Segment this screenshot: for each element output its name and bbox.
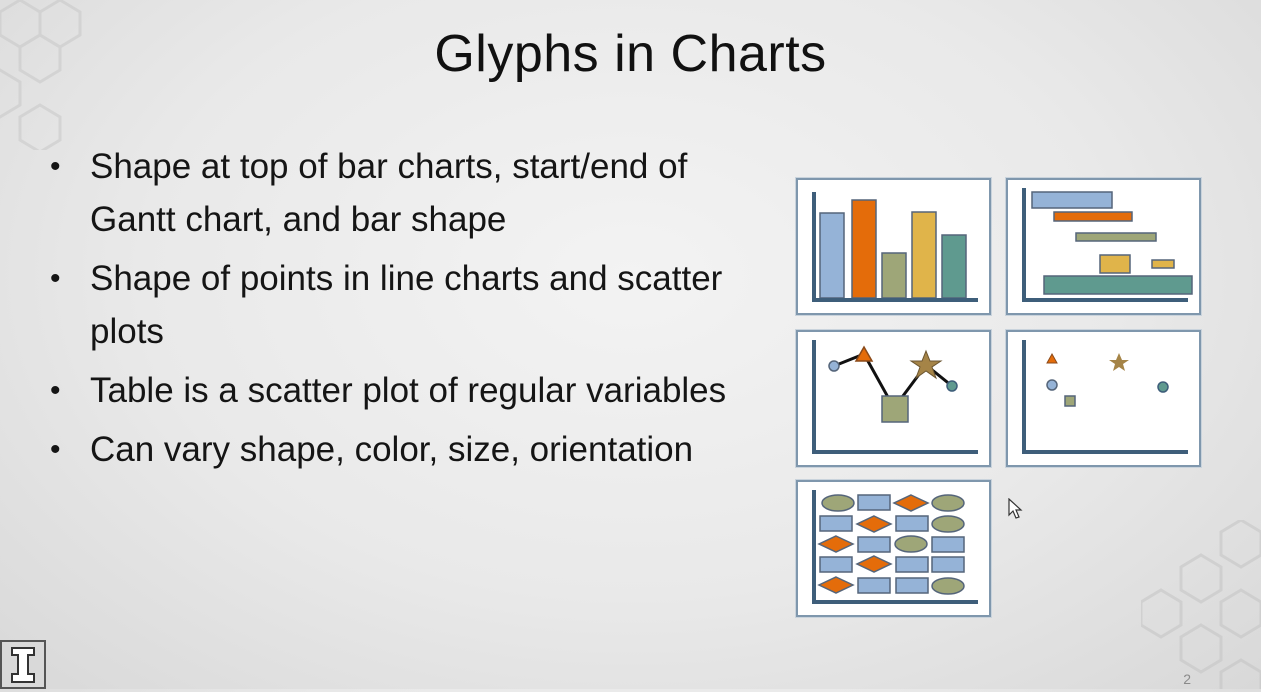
bullet-dot: • xyxy=(50,150,61,183)
bar-glyph xyxy=(911,211,937,299)
diamond-glyph xyxy=(855,515,893,533)
diamond-glyph xyxy=(817,535,855,553)
rectangle-glyph xyxy=(819,515,853,532)
gantt-bar xyxy=(1053,211,1133,222)
bullet-text: Shape of points in line charts and scatt… xyxy=(90,259,723,351)
bullet-dot: • xyxy=(50,433,61,466)
bar-glyph xyxy=(819,212,845,299)
glyph-table-thumbnail xyxy=(796,480,991,617)
diamond-glyph xyxy=(855,555,893,573)
gantt-chart-illustration xyxy=(1022,188,1193,302)
bar-glyph xyxy=(851,199,877,299)
gantt-bar xyxy=(1031,191,1113,209)
rectangle-glyph xyxy=(895,556,929,573)
ellipse-glyph xyxy=(931,515,965,533)
chart-axis xyxy=(1022,340,1188,454)
chart-axis xyxy=(812,192,978,302)
bullet-text: Shape at top of bar charts, start/end of… xyxy=(90,147,688,239)
rectangle-glyph xyxy=(931,556,965,573)
scatter-plot-illustration xyxy=(1022,340,1188,454)
bullet-dot: • xyxy=(50,374,61,407)
rectangle-glyph xyxy=(895,515,929,532)
bullet-item: • Shape at top of bar charts, start/end o… xyxy=(50,140,770,246)
circle-point xyxy=(1046,379,1058,391)
bar-glyph xyxy=(941,234,967,299)
chart-axis xyxy=(812,340,978,454)
ellipse-glyph xyxy=(821,494,855,512)
gantt-bar xyxy=(1075,232,1157,242)
rectangle-glyph xyxy=(819,556,853,573)
gantt-chart-thumbnail xyxy=(1006,178,1201,315)
star-point xyxy=(1109,353,1129,371)
ellipse-glyph xyxy=(931,494,965,512)
bar-chart-illustration xyxy=(812,192,978,302)
bullet-item: • Shape of points in line charts and scat… xyxy=(50,252,770,358)
bullet-text: Can vary shape, color, size, orientation xyxy=(90,430,694,469)
circle-point xyxy=(946,380,958,392)
ellipse-glyph xyxy=(894,535,928,553)
rectangle-glyph xyxy=(931,536,965,553)
circle-point xyxy=(1157,381,1169,393)
circle-point xyxy=(828,360,840,372)
bullet-list: • Shape at top of bar charts, start/end o… xyxy=(50,140,770,482)
ellipse-glyph xyxy=(931,577,965,595)
hexagon-pattern-top-left xyxy=(0,0,82,150)
rectangle-glyph xyxy=(857,536,891,553)
rectangle-glyph xyxy=(895,577,929,594)
line-chart-illustration xyxy=(812,340,978,454)
glyph-table-illustration xyxy=(812,490,978,604)
diamond-glyph xyxy=(892,494,930,512)
bullet-item: • Table is a scatter plot of regular vari… xyxy=(50,364,770,417)
bullet-text: Table is a scatter plot of regular varia… xyxy=(90,371,727,410)
bullet-item: • Can vary shape, color, size, orientatio… xyxy=(50,423,770,476)
rectangle-glyph xyxy=(857,577,891,594)
rectangle-glyph xyxy=(857,494,891,511)
chart-axis xyxy=(812,490,978,604)
page-number: 2 xyxy=(1183,671,1191,687)
bar-glyph xyxy=(881,252,907,299)
scatter-plot-thumbnail xyxy=(1006,330,1201,467)
square-point xyxy=(881,395,909,423)
triangle-point xyxy=(1046,352,1058,364)
bar-chart-thumbnail xyxy=(796,178,991,315)
bullet-dot: • xyxy=(50,262,61,295)
slide-title: Glyphs in Charts xyxy=(434,25,827,83)
block-i-logo-icon xyxy=(0,640,46,689)
mouse-pointer-icon xyxy=(1008,498,1023,519)
star-point xyxy=(909,349,943,380)
gantt-bar xyxy=(1099,254,1131,274)
hexagon-pattern-bottom-right xyxy=(1141,520,1261,689)
chart-axis xyxy=(1022,188,1188,302)
square-point xyxy=(1064,395,1076,407)
gantt-bar xyxy=(1151,259,1175,269)
gantt-bar xyxy=(1043,275,1193,295)
diamond-glyph xyxy=(817,576,855,594)
line-chart-thumbnail xyxy=(796,330,991,467)
triangle-point xyxy=(854,345,874,362)
